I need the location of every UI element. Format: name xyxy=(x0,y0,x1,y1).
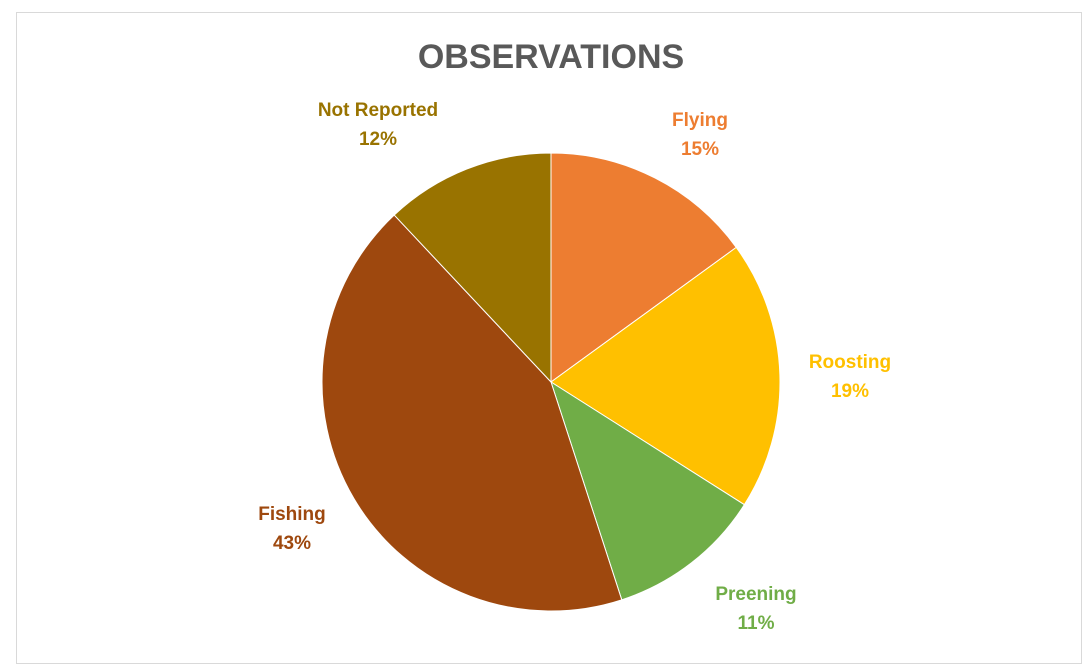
slice-flying xyxy=(550,152,737,383)
slice-fishing xyxy=(321,214,623,612)
slice-not-reported xyxy=(393,152,552,384)
slice-preening xyxy=(550,380,746,601)
chart-title: OBSERVATIONS xyxy=(418,38,684,76)
data-label-fishing-name: Fishing xyxy=(258,504,326,525)
data-label-flying-value: 15% xyxy=(681,139,719,160)
data-label-roosting-name: Roosting xyxy=(809,352,891,373)
data-label-not-reported-name: Not Reported xyxy=(318,100,438,121)
data-label-roosting-value: 19% xyxy=(831,381,869,402)
pie-slices xyxy=(321,152,781,612)
pie-labels: Flying 15% Roosting 19% Preening 11% Fishing 43… xyxy=(258,100,891,634)
data-label-preening-name: Preening xyxy=(715,584,796,605)
data-label-not-reported-value: 12% xyxy=(359,129,397,150)
data-label-fishing-value: 43% xyxy=(273,533,311,554)
data-label-flying-name: Flying xyxy=(672,110,728,131)
data-label-preening-value: 11% xyxy=(738,613,775,634)
slice-roosting xyxy=(550,246,781,506)
